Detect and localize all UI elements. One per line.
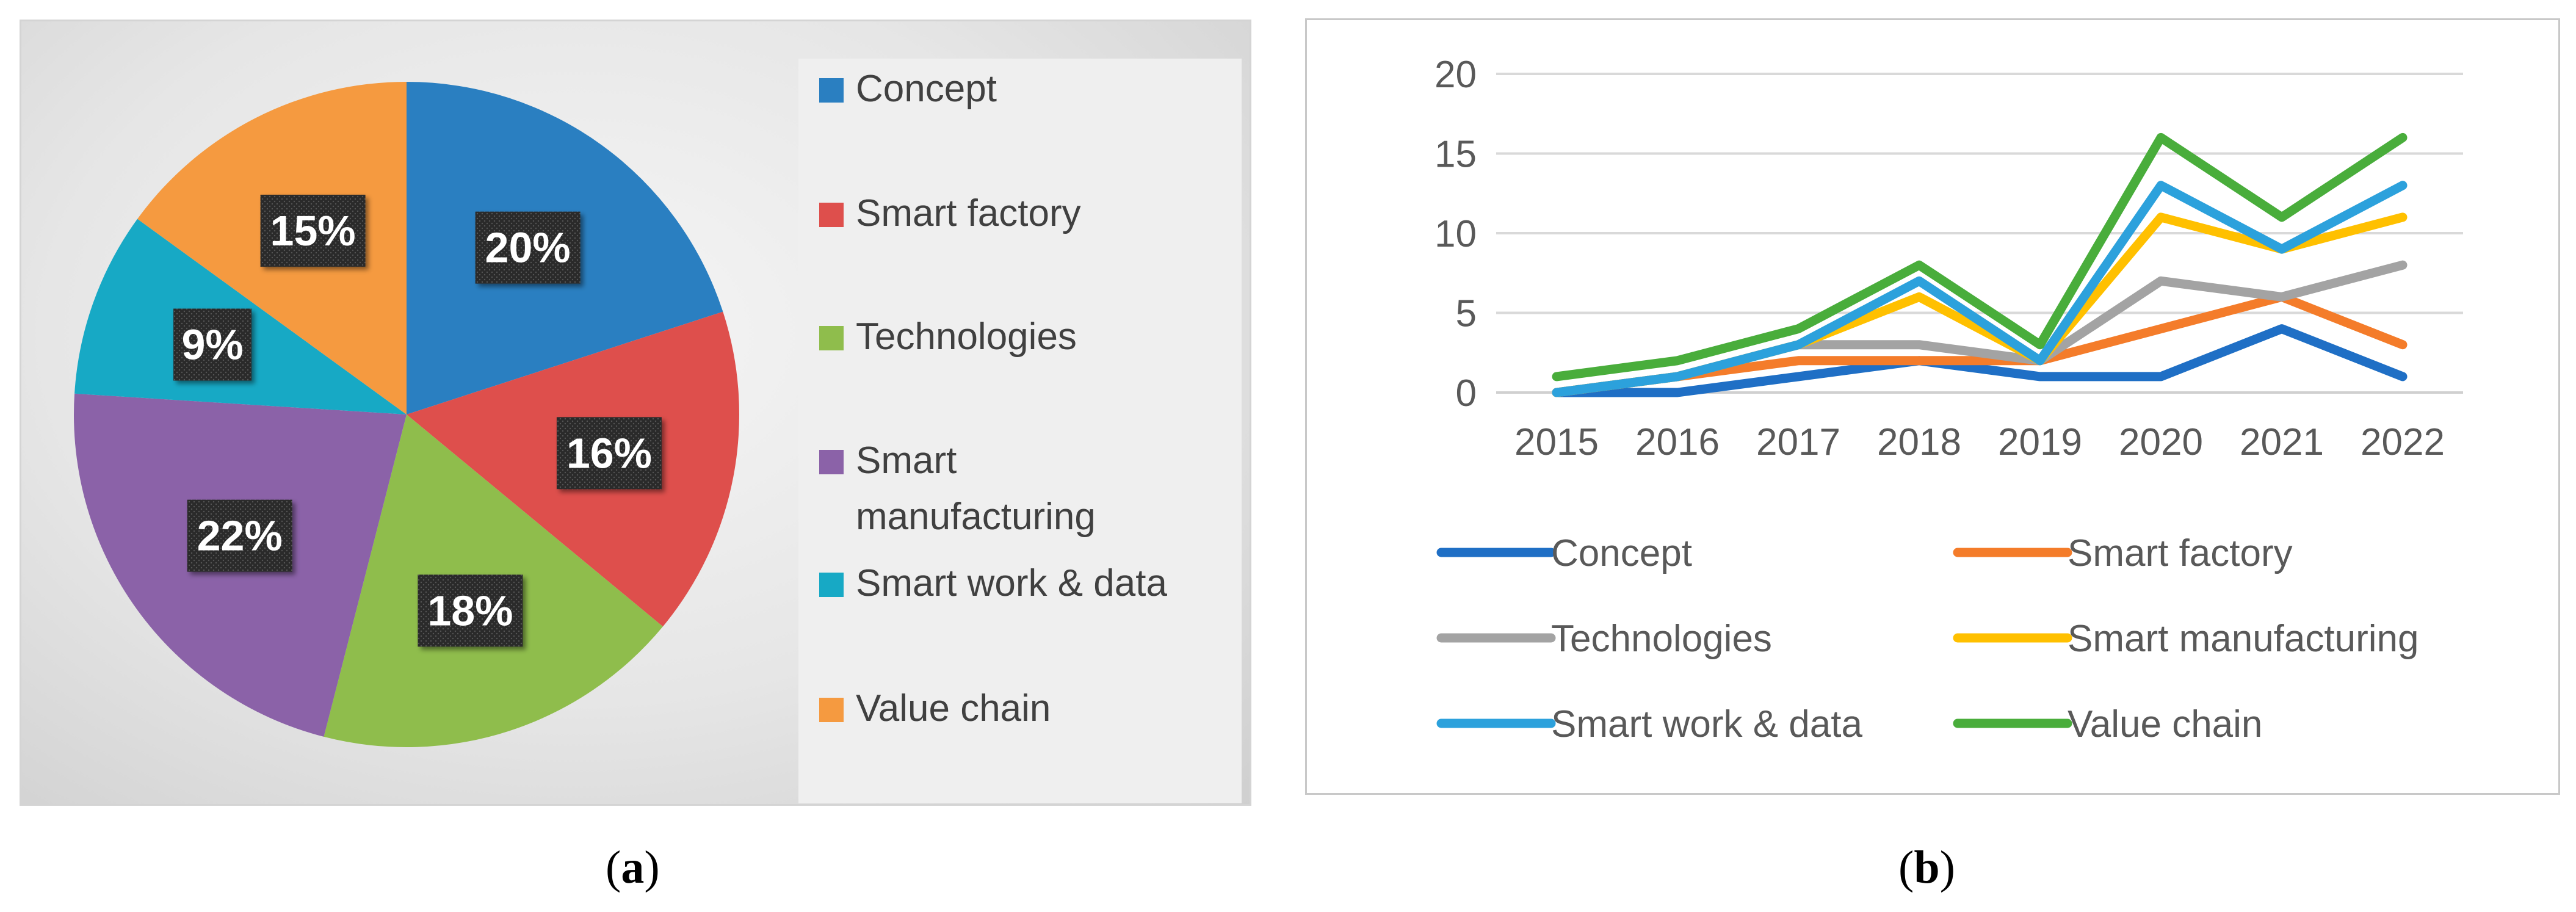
y-tick-label: 15: [1435, 134, 1477, 176]
y-tick-label: 5: [1456, 293, 1477, 335]
pie-label-value-chain: 15%: [260, 194, 366, 267]
x-tick-label: 2019: [1998, 421, 2082, 463]
pie-legend-swatch-smart-work-and-data: [819, 573, 844, 597]
line-legend-item-value-chain: Value chain: [1953, 703, 2262, 745]
pie-legend-swatch-smart-factory: [819, 203, 844, 227]
svg-text:Smart manufacturing: Smart manufacturing: [2068, 618, 2419, 660]
caption-a-label: a: [621, 842, 645, 893]
svg-text:18%: 18%: [427, 587, 513, 634]
svg-text:Smart work & data: Smart work & data: [856, 562, 1167, 604]
pie-label-smart-manufacturing: 22%: [187, 499, 292, 572]
pie-legend-item-technologies: Technologies: [819, 316, 1077, 358]
svg-text:manufacturing: manufacturing: [856, 496, 1096, 538]
y-tick-label: 0: [1456, 372, 1477, 414]
svg-text:Value chain: Value chain: [2068, 703, 2262, 745]
svg-text:Value chain: Value chain: [856, 687, 1051, 729]
svg-text:15%: 15%: [270, 207, 356, 255]
svg-text:Smart factory: Smart factory: [856, 192, 1081, 234]
caption-b-label: b: [1914, 842, 1940, 893]
pie-label-concept: 20%: [475, 211, 581, 284]
line-legend-item-smart-work-and-data: Smart work & data: [1436, 703, 1862, 745]
pie-legend-item-smart-factory: Smart factory: [819, 192, 1081, 234]
line-legend-item-technologies: Technologies: [1436, 618, 1772, 660]
pie-legend-swatch-technologies: [819, 326, 844, 350]
x-tick-label: 2015: [1514, 421, 1599, 463]
line-legend-item-concept: Concept: [1436, 532, 1692, 574]
series-line-concept: [1552, 324, 2408, 397]
x-tick-label: 2022: [2361, 421, 2445, 463]
caption-b: (b): [1898, 842, 1955, 893]
series-line-smart-work-and-data: [1552, 181, 2408, 397]
pie-legend-area: [798, 59, 1242, 803]
series-line-value-chain: [1552, 132, 2408, 382]
pie-label-smart-work-and-data: 9%: [173, 308, 252, 381]
pie-legend-item-smart-manufacturing: Smart manufacturing: [819, 440, 1096, 538]
line-chart-panel: 0 5 10 15 20 2015 2016 2017 2018 2019 2020 2021 2022…: [1305, 18, 2560, 795]
y-tick-label: 20: [1435, 54, 1477, 96]
svg-text:Concept: Concept: [856, 68, 997, 110]
pie-legend-item-concept: Concept: [819, 68, 997, 110]
svg-text:Technologies: Technologies: [1551, 618, 1772, 660]
y-tick-label: 10: [1435, 213, 1477, 255]
pie-legend-swatch-smart-manufacturing: [819, 450, 844, 474]
pie-chart: 20% 16% 18% 22% 9% 15% Concept Smart factory Te…: [73, 68, 1167, 747]
svg-text:Smart: Smart: [856, 440, 957, 482]
pie-legend-swatch-value-chain: [819, 698, 844, 722]
x-tick-label: 2017: [1756, 421, 1840, 463]
x-tick-label: 2020: [2119, 421, 2203, 463]
pie-legend-item-smart-work-and-data: Smart work & data: [819, 562, 1167, 604]
svg-text:16%: 16%: [566, 429, 652, 477]
x-tick-label: 2018: [1877, 421, 1961, 463]
pie-label-technologies: 18%: [418, 574, 523, 647]
line-chart: 0 5 10 15 20 2015 2016 2017 2018 2019 2020 2021 2022…: [1435, 54, 2463, 745]
pie-chart-panel: 20% 16% 18% 22% 9% 15% Concept Smart factory Te…: [20, 20, 1251, 806]
svg-text:9%: 9%: [181, 321, 243, 369]
svg-text:Technologies: Technologies: [856, 316, 1077, 358]
pie-label-smart-factory: 16%: [556, 417, 662, 490]
pie-legend-swatch-concept: [819, 78, 844, 103]
line-legend-item-smart-manufacturing: Smart manufacturing: [1953, 618, 2419, 660]
svg-text:20%: 20%: [485, 224, 571, 272]
svg-text:Concept: Concept: [1551, 532, 1692, 574]
caption-a: (a): [606, 842, 660, 893]
svg-text:Smart factory: Smart factory: [2068, 532, 2293, 574]
x-tick-label: 2016: [1635, 421, 1720, 463]
x-tick-label: 2021: [2240, 421, 2324, 463]
svg-text:22%: 22%: [197, 512, 283, 560]
pie-legend-item-value-chain: Value chain: [819, 687, 1051, 729]
line-legend-item-smart-factory: Smart factory: [1953, 532, 2293, 574]
svg-text:Smart work & data: Smart work & data: [1551, 703, 1862, 745]
